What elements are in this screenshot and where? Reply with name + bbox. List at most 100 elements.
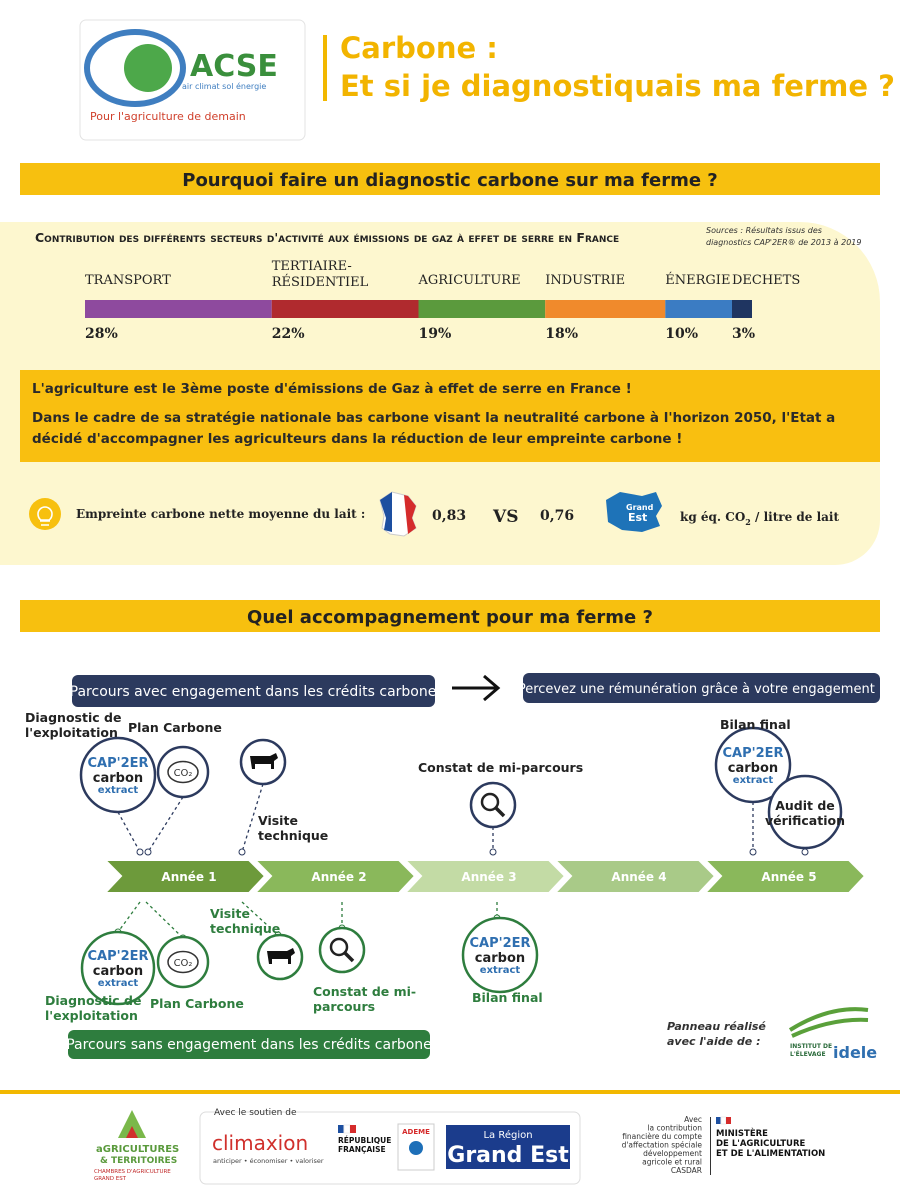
- idele-swoosh: [788, 1007, 869, 1038]
- cloud: [167, 760, 199, 784]
- step-label: l'exploitation: [25, 725, 118, 740]
- france-map-red: [404, 495, 416, 534]
- unit: kg éq. CO: [680, 510, 745, 524]
- casdar-text: agricole et rural: [642, 1158, 702, 1167]
- sector-bar: TRANSPORT 28% TERTIAIRE-RÉSIDENTIEL 22% AGRI…: [85, 259, 800, 342]
- highlight-box: [20, 370, 880, 462]
- bulb-icon: [29, 498, 61, 530]
- grand-est-badge: Grand: [626, 503, 654, 512]
- badge-brand: CAP'2ER: [722, 746, 783, 761]
- step-label: Diagnostic de: [45, 993, 141, 1008]
- sector-name: RÉSIDENTIEL: [272, 274, 369, 290]
- step-label: parcours: [313, 999, 375, 1014]
- pill-text: Parcours avec engagement dans les crédit…: [70, 684, 437, 700]
- republique: RÉPUBLIQUE: [338, 1136, 391, 1145]
- icon-ring: [318, 926, 366, 974]
- step-label: Constat de mi-parcours: [418, 760, 583, 775]
- value-label: 19%: [419, 326, 452, 342]
- region: Grand Est: [447, 1143, 569, 1168]
- year-label: Année 2: [311, 870, 366, 884]
- step-label: Visite: [258, 813, 298, 828]
- credit: avec l'aide de :: [667, 1035, 760, 1048]
- step-label: technique: [258, 828, 328, 843]
- ministere: MINISTÈRE: [716, 1127, 768, 1139]
- ministere: ET DE L'ALIMENTATION: [716, 1149, 825, 1159]
- unit-sub: 2: [745, 517, 751, 527]
- sector-name: TERTIAIRE-: [272, 259, 352, 274]
- year-label: Année 5: [761, 870, 816, 884]
- casdar-text: financière du compte: [622, 1132, 702, 1141]
- step-label: Visite: [210, 906, 250, 921]
- casdar-text: Avec: [684, 1115, 702, 1124]
- highlight-text: L'agriculture est le 3ème poste d'émissi…: [32, 381, 632, 397]
- connector: [241, 901, 279, 936]
- step-label: Constat de mi-: [313, 984, 416, 999]
- year-chevron: [252, 859, 417, 894]
- flag: [720, 1116, 727, 1125]
- connector: [117, 901, 141, 933]
- magnifier: [343, 951, 355, 963]
- chambres-text: & TERRITOIRES: [100, 1156, 177, 1166]
- divider: [710, 1117, 711, 1175]
- step-label: Plan Carbone: [150, 996, 244, 1011]
- sources: diagnostics CAP'2ER® de 2013 à 2019: [706, 238, 861, 247]
- highlight-text: Dans le cadre de sa stratégie nationale …: [32, 410, 836, 447]
- logo-ring: [84, 29, 186, 107]
- france-value: 0,83: [432, 508, 466, 524]
- idele-text: L'ÉLEVAGE: [790, 1050, 826, 1058]
- chambres-logo-red: [126, 1126, 138, 1138]
- footer-rule: [0, 1090, 900, 1094]
- value-label: 18%: [545, 326, 578, 342]
- idele-text: INSTITUT DE: [790, 1043, 832, 1050]
- sector-name: DECHETS: [732, 273, 800, 288]
- unit: / litre de lait: [751, 510, 840, 524]
- badge-brand: CAP'2ER: [87, 756, 148, 771]
- chambres-logo: [118, 1110, 146, 1138]
- magnifier: [494, 806, 506, 818]
- region-logo: [446, 1125, 570, 1169]
- badge-line: extract: [480, 965, 521, 976]
- sector-name: TRANSPORT: [85, 273, 171, 288]
- step-label: Bilan final: [720, 717, 791, 732]
- title-line: Carbone :: [340, 31, 498, 65]
- chambres-text: CHAMBRES D'AGRICULTURE: [94, 1169, 171, 1175]
- year-chevron: [102, 859, 267, 894]
- step-label: Bilan final: [472, 990, 543, 1005]
- year-chevron: [402, 859, 567, 894]
- casdar-text: CASDAR: [671, 1166, 702, 1175]
- year-label: Année 1: [161, 870, 216, 884]
- milk-unit: kg éq. CO2 / litre de lait: [680, 510, 839, 527]
- value-label: 28%: [85, 326, 118, 342]
- year-label: Année 4: [611, 870, 666, 884]
- cow: [267, 948, 295, 964]
- cloud: [167, 950, 199, 974]
- pill-text: Parcours sans engagement dans les crédit…: [66, 1037, 432, 1053]
- step-label: Audit de: [775, 798, 835, 813]
- logo-slogan: Pour l'agriculture de demain: [90, 110, 246, 123]
- value-label: 10%: [665, 326, 698, 342]
- banner-text: Quel accompagnement pour ma ferme ?: [247, 607, 653, 628]
- sources: Sources : Résultats issus des: [706, 225, 822, 235]
- icon-ring: [156, 935, 210, 989]
- step-label: technique: [210, 921, 280, 936]
- bar-segment: [545, 300, 666, 318]
- icon-ring: [461, 916, 539, 994]
- pill: [72, 675, 435, 707]
- region: La Région: [483, 1129, 532, 1141]
- banner: [20, 600, 880, 632]
- value-label: 22%: [272, 326, 305, 342]
- france-map-blue: [380, 492, 392, 532]
- co2-icon: CO₂: [174, 958, 193, 969]
- grand-est-value: 0,76: [540, 508, 574, 524]
- banner: [20, 163, 880, 195]
- connector-end: [489, 848, 497, 856]
- year-chevron: [552, 859, 717, 894]
- climaxion-tag: anticiper • économiser • valoriser: [213, 1157, 324, 1165]
- connector-end: [136, 848, 144, 856]
- milk-label: Empreinte carbone nette moyenne du lait …: [76, 507, 365, 521]
- bulb-glyph: [37, 506, 53, 526]
- badge-brand: CAP'2ER: [87, 949, 148, 964]
